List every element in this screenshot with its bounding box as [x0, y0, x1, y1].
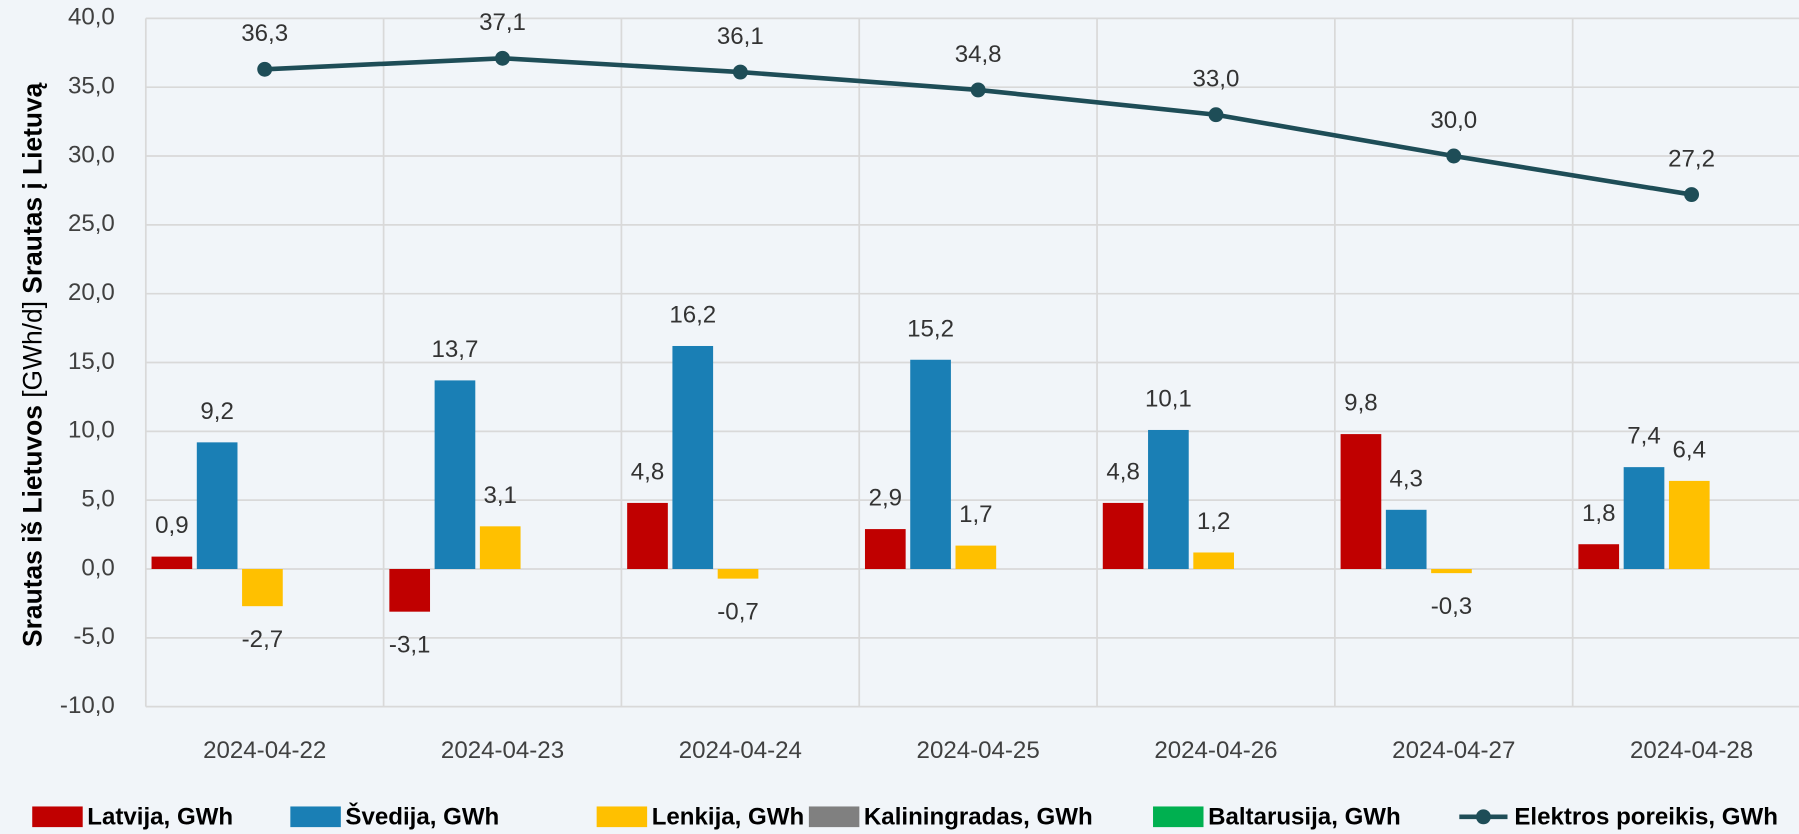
bar	[479, 526, 521, 570]
value-label: 4,3	[1389, 465, 1422, 492]
line-marker	[1684, 187, 1700, 203]
bar	[955, 545, 997, 570]
x-tick-label: 2024-04-26	[1154, 737, 1277, 764]
legend-label: Kaliningradas, GWh	[864, 803, 1093, 830]
value-label: 7,4	[1627, 423, 1660, 450]
legend-swatch	[808, 806, 860, 828]
legend-label: Švedija, GWh	[345, 802, 499, 830]
y-tick-label: 0,0	[81, 554, 114, 581]
value-label: 9,8	[1344, 390, 1377, 417]
bar	[864, 529, 906, 570]
bar	[1148, 429, 1189, 570]
value-label: 10,1	[1145, 385, 1192, 412]
bar	[1340, 434, 1382, 570]
value-label: 0,9	[155, 512, 188, 539]
legend-swatch	[1153, 806, 1204, 828]
bar	[1193, 552, 1234, 570]
value-label: 6,4	[1673, 436, 1706, 463]
y-tick-label: -10,0	[60, 692, 115, 719]
value-label: 4,8	[1106, 458, 1139, 485]
x-tick-label: 2024-04-28	[1630, 737, 1753, 764]
y-label-part: Srautas į Lietuvą	[17, 82, 47, 293]
value-label: 3,1	[483, 482, 516, 509]
x-tick-label: 2024-04-27	[1392, 737, 1515, 764]
y-axis-label: Srautas iš Lietuvos [GWh/d] Srautas į Li…	[17, 82, 47, 647]
bar	[1623, 467, 1665, 570]
bar	[1102, 502, 1144, 570]
value-label: 2,9	[869, 485, 902, 512]
bar	[389, 569, 431, 612]
bar	[196, 442, 238, 570]
value-label: 13,7	[432, 336, 479, 363]
y-label-part: [GWh/d]	[17, 301, 47, 398]
y-tick-label: 40,0	[68, 4, 115, 31]
x-tick-label: 2024-04-23	[441, 737, 564, 764]
value-label: 34,8	[955, 41, 1002, 68]
line-marker	[257, 61, 273, 77]
bar	[151, 556, 193, 570]
legend-label: Lenkija, GWh	[652, 803, 805, 830]
line-marker	[970, 82, 986, 98]
bar	[242, 569, 283, 607]
value-label: 37,1	[479, 9, 526, 36]
y-label-part: Srautas iš Lietuvos	[17, 405, 47, 647]
x-tick-label: 2024-04-24	[679, 737, 802, 764]
legend-label: Elektros poreikis, GWh	[1514, 803, 1778, 830]
y-tick-label: 25,0	[68, 210, 115, 237]
y-tick-label: 5,0	[81, 486, 114, 513]
line-marker	[495, 50, 510, 66]
legend-swatch	[32, 806, 83, 828]
line-marker	[1446, 148, 1462, 164]
value-label: 4,8	[631, 458, 664, 485]
legend-swatch	[596, 806, 648, 828]
bar	[627, 502, 668, 570]
bar	[910, 359, 951, 570]
y-tick-label: 15,0	[68, 348, 115, 375]
value-label: 1,7	[959, 501, 992, 528]
y-tick-label: -5,0	[73, 623, 115, 650]
x-tick-label: 2024-04-22	[203, 737, 326, 764]
value-label: 15,2	[907, 315, 954, 342]
value-label: 16,2	[669, 302, 716, 329]
line-marker	[732, 64, 748, 80]
value-label: -2,7	[242, 626, 284, 653]
value-label: 30,0	[1430, 107, 1477, 134]
bar	[672, 345, 714, 570]
bar	[1431, 569, 1472, 574]
value-label: 36,3	[241, 20, 288, 47]
value-label: 36,1	[717, 23, 764, 50]
x-tick-label: 2024-04-25	[917, 737, 1040, 764]
legend-swatch	[290, 806, 341, 828]
bar	[1385, 509, 1427, 570]
value-label: -3,1	[389, 631, 431, 658]
bar	[1668, 480, 1710, 570]
value-label: 33,0	[1193, 66, 1240, 93]
value-label: 1,2	[1197, 508, 1230, 535]
value-label: 27,2	[1668, 146, 1715, 173]
legend-label: Baltarusija, GWh	[1208, 803, 1401, 830]
legend-label: Latvija, GWh	[87, 803, 233, 830]
bar	[1578, 544, 1620, 570]
line-marker	[1208, 107, 1224, 123]
y-tick-label: 10,0	[68, 417, 115, 444]
legend-marker	[1475, 809, 1491, 825]
bar	[717, 569, 759, 579]
y-tick-label: 35,0	[68, 73, 115, 100]
value-label: 1,8	[1582, 500, 1615, 527]
value-label: 9,2	[200, 398, 233, 425]
y-tick-label: 30,0	[68, 141, 115, 168]
y-tick-label: 20,0	[68, 279, 115, 306]
value-label: -0,3	[1431, 593, 1473, 620]
bar	[434, 380, 476, 570]
value-label: -0,7	[717, 598, 759, 625]
